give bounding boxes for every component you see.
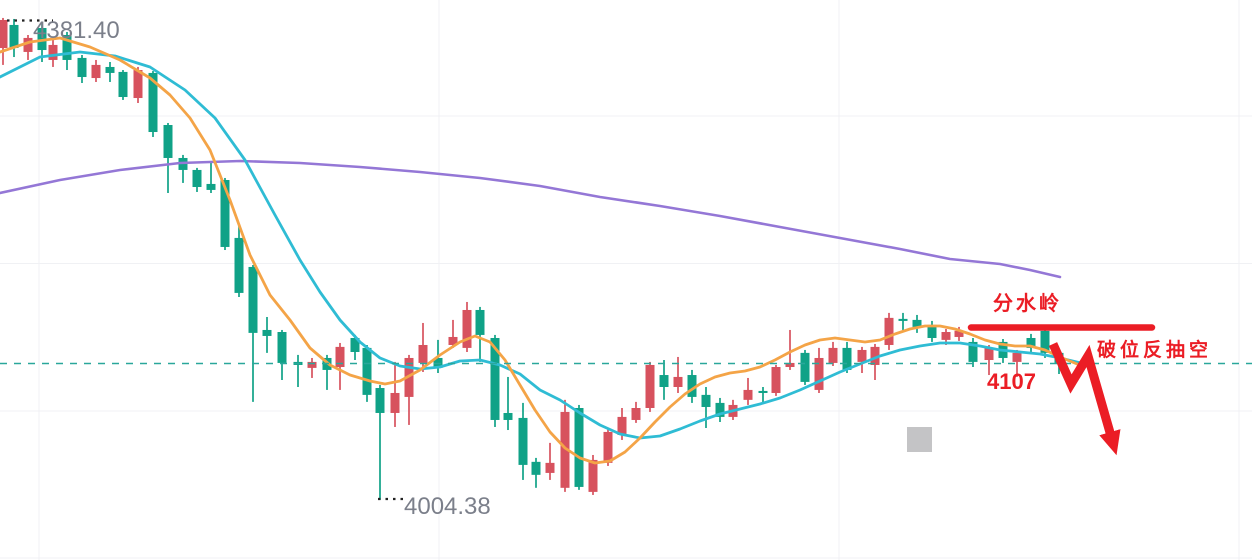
drawing-handle-square[interactable] bbox=[907, 427, 932, 452]
breakdown-arrow[interactable] bbox=[1048, 342, 1121, 456]
breakdown-annotation-label: 破位反抽空 bbox=[1097, 340, 1213, 361]
low-price-label: 4004.38 bbox=[404, 493, 491, 520]
ma-slow-line bbox=[0, 159, 1062, 279]
ma-fast-line bbox=[0, 36, 1084, 465]
watershed-annotation-label: 分水岭 bbox=[993, 293, 1062, 315]
high-price-label: 4381.40 bbox=[33, 17, 120, 44]
level-4107-label: 4107 bbox=[987, 369, 1036, 394]
candles-series bbox=[0, 17, 1064, 500]
ma-mid-line bbox=[0, 50, 1087, 440]
